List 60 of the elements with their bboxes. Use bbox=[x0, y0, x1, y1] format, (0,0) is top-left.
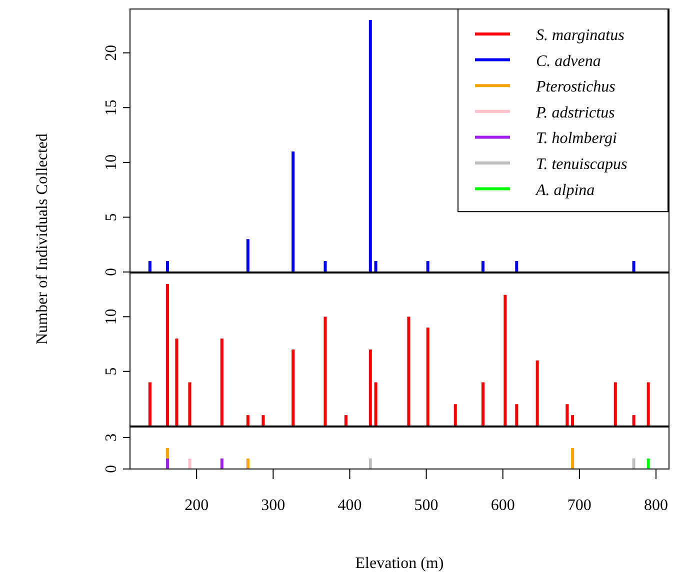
bar bbox=[632, 415, 636, 426]
bar bbox=[324, 316, 327, 426]
bar bbox=[148, 382, 152, 426]
bar bbox=[614, 382, 617, 426]
bar bbox=[632, 261, 636, 272]
bar bbox=[536, 360, 539, 426]
y-tick-label: 0 bbox=[103, 268, 120, 276]
bar bbox=[368, 20, 372, 272]
x-tick-label: 500 bbox=[414, 497, 438, 514]
bar bbox=[292, 350, 295, 426]
bar bbox=[188, 382, 192, 426]
y-tick-label: 0 bbox=[103, 465, 120, 473]
y-tick-label: 15 bbox=[103, 100, 120, 116]
bar bbox=[481, 382, 484, 426]
legend-label: P. adstrictus bbox=[535, 104, 615, 122]
bar bbox=[481, 261, 484, 272]
bar bbox=[368, 350, 372, 426]
legend-label: C. advena bbox=[536, 52, 601, 70]
bar bbox=[175, 338, 178, 426]
bar bbox=[262, 415, 265, 426]
bar bbox=[504, 294, 507, 426]
bar bbox=[292, 151, 295, 272]
legend-label: T. holmbergi bbox=[536, 130, 617, 148]
y-tick-label: 20 bbox=[103, 44, 120, 61]
y-tick-label: 5 bbox=[103, 367, 120, 376]
bar bbox=[571, 415, 574, 426]
x-tick-label: 600 bbox=[490, 497, 515, 514]
bar bbox=[324, 261, 327, 272]
x-tick-label: 200 bbox=[184, 497, 209, 514]
bar bbox=[374, 261, 378, 272]
bar bbox=[246, 415, 250, 426]
bar bbox=[515, 261, 518, 272]
bar bbox=[166, 261, 170, 272]
legend-label: S. marginatus bbox=[536, 27, 624, 44]
bar bbox=[515, 404, 518, 426]
legend-label: A. alpina bbox=[535, 182, 595, 199]
bar bbox=[426, 261, 430, 272]
bar bbox=[166, 284, 170, 426]
y-tick-label: 5 bbox=[103, 213, 120, 222]
bar bbox=[220, 338, 224, 426]
x-tick-label: 400 bbox=[338, 497, 362, 514]
legend-label: Pterostichus bbox=[535, 78, 616, 96]
x-tick-label: 300 bbox=[261, 497, 286, 514]
bar bbox=[454, 404, 457, 426]
x-tick-label: 800 bbox=[644, 497, 668, 514]
bar bbox=[426, 328, 430, 426]
bar bbox=[566, 404, 569, 426]
bar bbox=[344, 415, 348, 426]
y-tick-label: 10 bbox=[103, 154, 120, 170]
bar bbox=[407, 316, 410, 426]
bar bbox=[148, 261, 152, 272]
y-tick-label: 10 bbox=[103, 308, 120, 325]
bar bbox=[246, 239, 250, 272]
legend-label: T. tenuiscapus bbox=[536, 156, 628, 173]
y-axis-title: Number of Individuals Collected bbox=[34, 133, 51, 345]
bar bbox=[646, 382, 650, 426]
y-tick-label: 3 bbox=[103, 434, 120, 442]
bar bbox=[374, 382, 378, 426]
x-axis-title: Elevation (m) bbox=[355, 555, 444, 572]
x-tick-label: 700 bbox=[567, 497, 592, 514]
